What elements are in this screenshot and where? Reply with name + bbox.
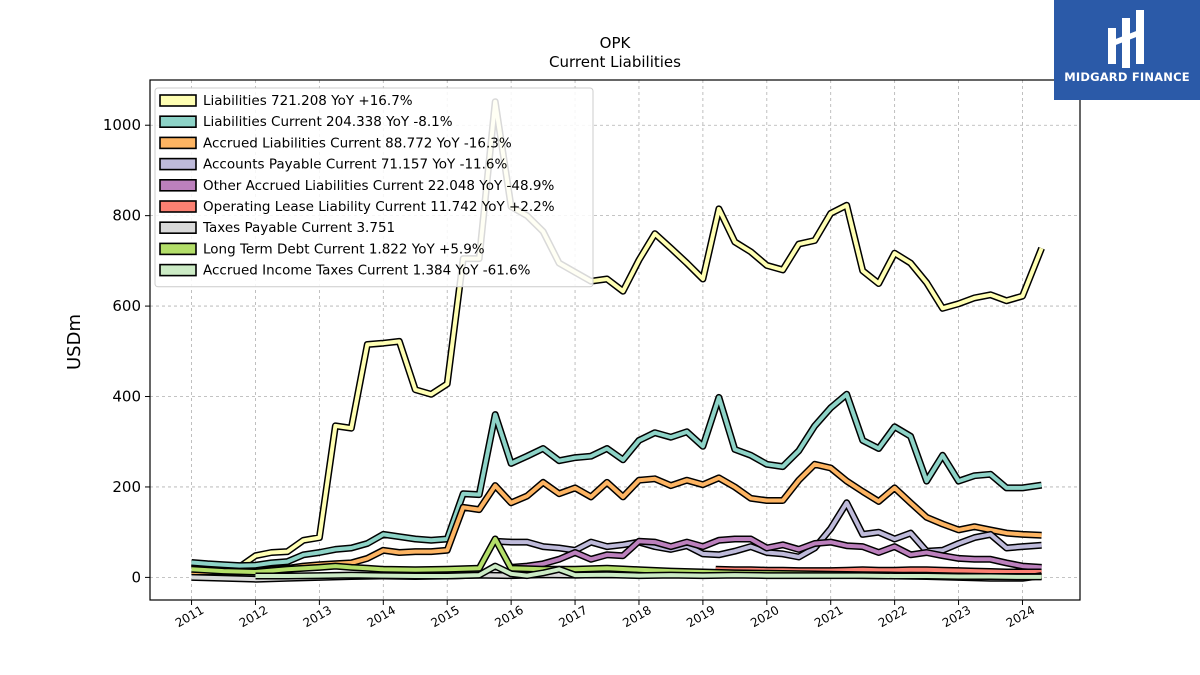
- x-tick-label: 2021: [812, 603, 845, 630]
- legend-item: Operating Lease Liability Current 11.742…: [159, 199, 555, 215]
- legend-label: Liabilities 721.208 YoY +16.7%: [203, 93, 413, 109]
- legend-swatch: [159, 157, 197, 171]
- chart-title: OPK: [600, 34, 632, 52]
- x-tick-label: 2012: [237, 603, 270, 630]
- y-tick-label: 1000: [103, 116, 141, 134]
- brand-name: MIDGARD FINANCE: [1064, 70, 1190, 84]
- legend-item: Taxes Payable Current 3.751: [159, 220, 395, 236]
- series-layer: [191, 98, 1045, 583]
- legend-label: Other Accrued Liabilities Current 22.048…: [203, 178, 554, 194]
- y-tick-label: 800: [112, 207, 141, 225]
- brand-mark-icon: [1108, 10, 1144, 68]
- series-line: [510, 537, 1042, 570]
- legend-item: Liabilities 721.208 YoY +16.7%: [159, 93, 413, 109]
- x-tick-label: 2018: [620, 603, 653, 630]
- legend-item: Accrued Liabilities Current 88.772 YoY -…: [159, 135, 512, 151]
- legend-box: [154, 87, 594, 288]
- legend-label: Taxes Payable Current 3.751: [202, 220, 395, 236]
- x-tick-label: 2013: [301, 603, 334, 630]
- legend-swatch: [159, 94, 197, 107]
- legend-label: Operating Lease Liability Current 11.742…: [203, 199, 555, 215]
- series-liabilities: [191, 98, 1045, 571]
- series-accounts-payable-current: [495, 499, 1042, 561]
- x-tick-label: 2019: [684, 603, 717, 630]
- x-tick-label: 2014: [365, 603, 398, 630]
- y-tick-label: 200: [112, 478, 141, 496]
- plot-frame: [149, 79, 1081, 601]
- series-line: [255, 564, 1042, 579]
- y-axis-label: USDm: [64, 314, 85, 370]
- x-tick-label: 2011: [173, 603, 206, 630]
- legend-swatch: [159, 263, 197, 277]
- series-other-accrued-liabilities-current: [510, 535, 1042, 571]
- legend-label: Accounts Payable Current 71.157 YoY -11.…: [203, 157, 508, 173]
- legend: Liabilities 721.208 YoY +16.7% Liabilitie…: [154, 87, 594, 288]
- legend-swatch: [159, 179, 197, 192]
- y-tick-label: 600: [112, 297, 141, 315]
- legend-item: Long Term Debt Current 1.822 YoY +5.9%: [159, 241, 485, 257]
- x-tick-label: 2024: [1004, 603, 1037, 630]
- legend-item: Accounts Payable Current 71.157 YoY -11.…: [159, 157, 508, 173]
- x-tick-label: 2022: [876, 603, 909, 630]
- series-accrued-income-taxes-current: [255, 562, 1042, 581]
- chart-subtitle: Current Liabilities: [549, 53, 681, 71]
- legend-swatch: [159, 200, 197, 213]
- legend-item: Other Accrued Liabilities Current 22.048…: [159, 178, 554, 194]
- series-line: [495, 500, 1042, 559]
- series-line: [191, 392, 1042, 568]
- legend-swatch: [159, 221, 197, 234]
- x-tick-label: 2016: [492, 603, 525, 630]
- legend-swatch: [159, 115, 197, 128]
- legend-label: Accrued Income Taxes Current 1.384 YoY -…: [203, 263, 531, 279]
- series-liabilities-current: [191, 390, 1043, 570]
- x-tick-label: 2023: [940, 603, 973, 630]
- legend-label: Liabilities Current 204.338 YoY -8.1%: [203, 114, 453, 130]
- y-tick-label: 0: [131, 568, 141, 586]
- brand-logo: MIDGARD FINANCE: [1054, 0, 1200, 100]
- series-line: [191, 99, 1044, 569]
- legend-item: Liabilities Current 204.338 YoY -8.1%: [159, 114, 453, 130]
- x-tick-label: 2020: [748, 603, 781, 630]
- legend-label: Long Term Debt Current 1.822 YoY +5.9%: [203, 241, 485, 257]
- y-tick-label: 400: [112, 388, 141, 406]
- legend-swatch: [159, 242, 197, 256]
- legend-label: Accrued Liabilities Current 88.772 YoY -…: [203, 135, 512, 151]
- x-tick-label: 2015: [428, 603, 461, 630]
- legend-swatch: [159, 136, 197, 150]
- legend-item: Accrued Income Taxes Current 1.384 YoY -…: [159, 263, 531, 279]
- x-tick-label: 2017: [556, 603, 589, 630]
